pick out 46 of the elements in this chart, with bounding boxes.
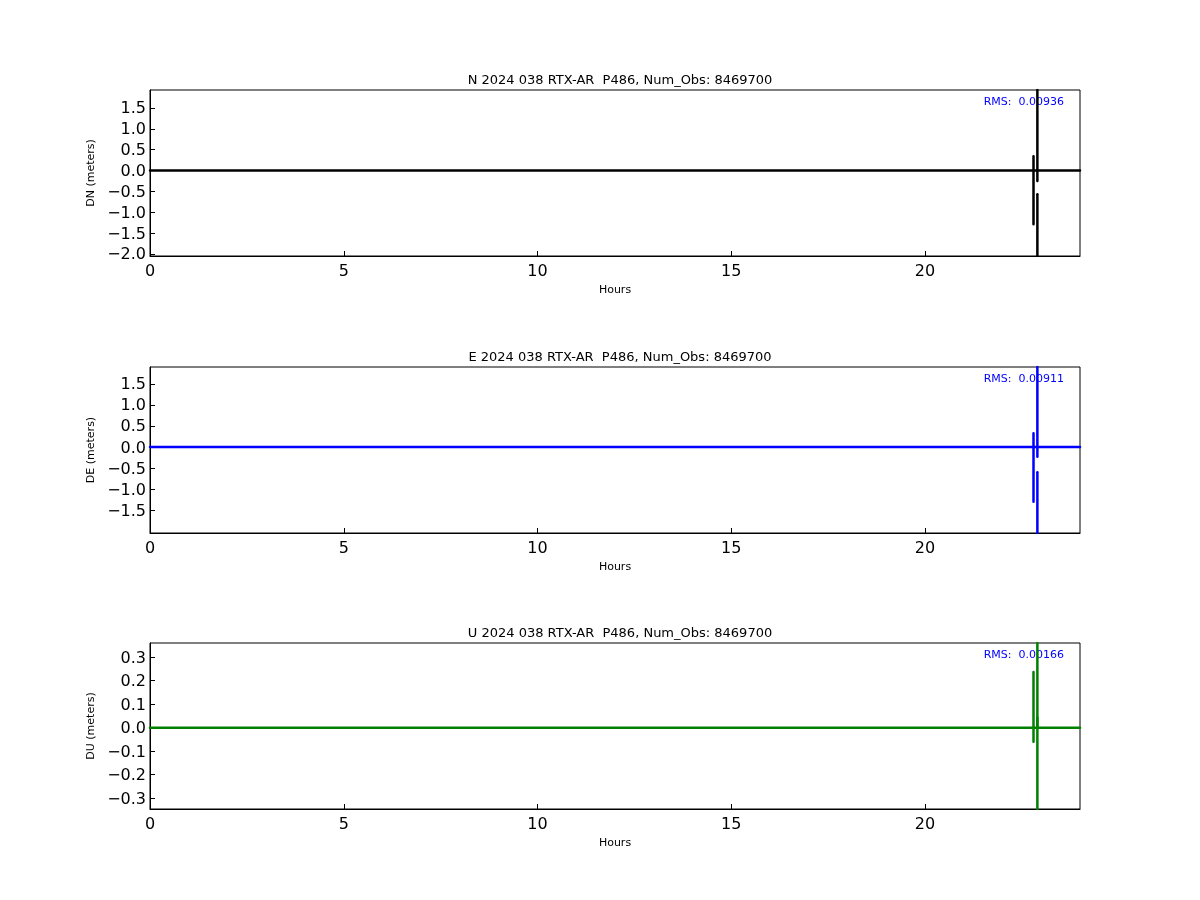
y-tick-label: 0.5 [120, 140, 146, 160]
x-tick-label: 0 [144, 537, 156, 556]
y-tick-label: −0.5 [107, 181, 146, 201]
y-tick-label: 0.0 [120, 718, 146, 738]
y-tick-label: −1.5 [107, 223, 146, 243]
y-tick-label: −0.1 [107, 741, 146, 761]
y-tick-label: −2.0 [107, 244, 146, 264]
x-tick-label: 20 [914, 537, 936, 556]
y-tick-label: −0.2 [107, 765, 146, 785]
y-tick-label: −1.5 [107, 500, 146, 520]
y-tick-label: 1.0 [120, 119, 146, 139]
y-tick-label: −1.0 [107, 202, 146, 222]
y-tick-label: 0.1 [120, 694, 146, 714]
y-tick-label: 0.5 [120, 415, 146, 435]
y-tick-label: 0.3 [120, 647, 146, 667]
y-axis-title: DU (meters) [84, 692, 98, 760]
x-tick-label: 10 [527, 537, 548, 556]
y-axis-title: DE (meters) [84, 416, 98, 483]
y-tick-label: −0.5 [107, 458, 146, 478]
x-tick-label: 5 [338, 537, 349, 556]
x-axis-title: Hours [598, 836, 632, 849]
x-tick-label: 15 [721, 813, 742, 833]
y-tick-label: 0.2 [120, 671, 146, 691]
x-tick-label: 10 [527, 813, 548, 833]
y-tick-label: 1.0 [120, 394, 146, 414]
y-tick-label: 1.5 [120, 373, 146, 393]
x-tick-label: 15 [721, 537, 742, 556]
y-tick-label: 0.0 [120, 161, 146, 180]
chart-title: N 2024 038 RTX-AR P486, Num_Obs: 8469700 [467, 72, 773, 87]
chart-title: U 2024 038 RTX-AR P486, Num_Obs: 8469700 [467, 625, 773, 640]
x-tick-label: 20 [914, 813, 936, 833]
x-tick-label: 10 [527, 260, 548, 280]
x-tick-label: 15 [721, 260, 742, 280]
x-tick-label: 0 [144, 260, 156, 280]
y-tick-label: −1.0 [107, 479, 146, 499]
y-tick-label: −0.3 [107, 788, 146, 808]
x-tick-label: 5 [338, 813, 349, 833]
y-tick-label: 1.5 [120, 98, 146, 118]
x-tick-label: 0 [144, 813, 156, 833]
y-tick-label: 0.0 [120, 437, 146, 457]
chart-title: E 2024 038 RTX-AR P486, Num_Obs: 8469700 [468, 348, 772, 364]
x-tick-label: 20 [914, 260, 936, 280]
x-axis-title: Hours [598, 559, 632, 573]
y-axis-title: DN (meters) [84, 139, 98, 207]
x-axis-title: Hours [598, 283, 632, 296]
x-tick-label: 5 [338, 260, 349, 280]
